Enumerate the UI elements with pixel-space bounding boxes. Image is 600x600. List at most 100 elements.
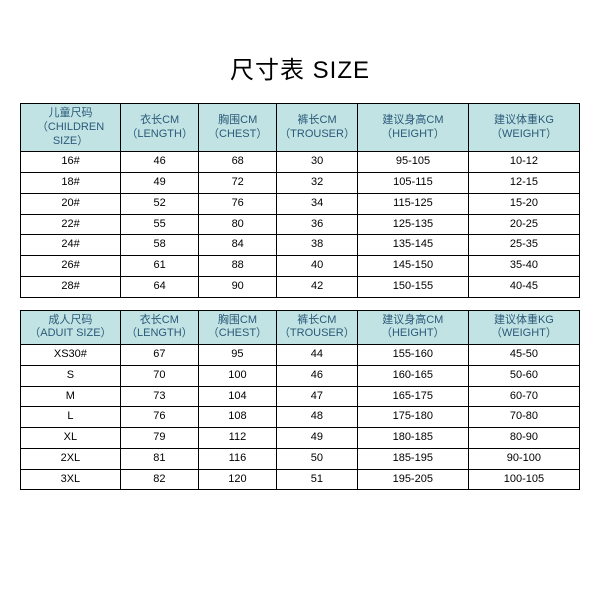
- table-cell: 72: [199, 173, 277, 194]
- table-cell: 80: [199, 214, 277, 235]
- col-header: 裤长CM（TROUSER）: [277, 104, 358, 152]
- table-cell: 145-150: [357, 256, 468, 277]
- table-cell: M: [21, 386, 121, 407]
- table-cell: 49: [276, 428, 357, 449]
- table-cell: 70: [120, 365, 198, 386]
- col-header: 衣长CM（LENGTH）: [120, 310, 198, 345]
- table-cell: 2XL: [21, 448, 121, 469]
- table-cell: XL: [21, 428, 121, 449]
- table-cell: 80-90: [468, 428, 579, 449]
- col-header: 建议身高CM（HEIGHT）: [357, 104, 468, 152]
- table-row: 2XL8111650185-19590-100: [21, 448, 580, 469]
- table-cell: 180-185: [357, 428, 468, 449]
- table-cell: 95-105: [357, 152, 468, 173]
- table-cell: 32: [277, 173, 358, 194]
- col-header: 裤长CM（TROUSER）: [276, 310, 357, 345]
- table-row: S7010046160-16550-60: [21, 365, 580, 386]
- table-cell: 16#: [21, 152, 121, 173]
- table-cell: S: [21, 365, 121, 386]
- table-cell: 35-40: [468, 256, 579, 277]
- table-cell: 76: [199, 193, 277, 214]
- table-row: XL7911249180-18580-90: [21, 428, 580, 449]
- table-row: 18#497232105-11512-15: [21, 173, 580, 194]
- table-row: 16#46683095-10510-12: [21, 152, 580, 173]
- table-row: L7610848175-18070-80: [21, 407, 580, 428]
- table-row: 20#527634115-12515-20: [21, 193, 580, 214]
- table-cell: 112: [198, 428, 276, 449]
- table-cell: 15-20: [468, 193, 579, 214]
- size-chart-container: 尺寸表 SIZE 儿童尺码（CHILDREN SIZE） 衣长CM（LENGTH…: [20, 50, 580, 490]
- table-cell: 108: [198, 407, 276, 428]
- table-cell: 90: [199, 276, 277, 297]
- table-cell: XS30#: [21, 345, 121, 366]
- table-cell: 160-165: [357, 365, 468, 386]
- col-header: 建议身高CM（HEIGHT）: [357, 310, 468, 345]
- table-cell: 3XL: [21, 469, 121, 490]
- table-cell: 60-70: [468, 386, 579, 407]
- table-cell: 155-160: [357, 345, 468, 366]
- col-header: 胸围CM（CHEST）: [199, 104, 277, 152]
- table-cell: 104: [198, 386, 276, 407]
- table-cell: 84: [199, 235, 277, 256]
- table-cell: 116: [198, 448, 276, 469]
- col-header: 成人尺码（ADUIT SIZE）: [21, 310, 121, 345]
- table-cell: 67: [120, 345, 198, 366]
- table-cell: 79: [120, 428, 198, 449]
- table-cell: 185-195: [357, 448, 468, 469]
- table-cell: 40: [277, 256, 358, 277]
- table-cell: 25-35: [468, 235, 579, 256]
- table-cell: 64: [121, 276, 199, 297]
- table-cell: 61: [121, 256, 199, 277]
- table-cell: 51: [276, 469, 357, 490]
- table-cell: 50: [276, 448, 357, 469]
- col-header: 建议体重KG（WEIGHT）: [468, 310, 579, 345]
- table-gap: [20, 298, 580, 310]
- page-title: 尺寸表 SIZE: [20, 50, 580, 85]
- table-cell: 125-135: [357, 214, 468, 235]
- table-cell: 175-180: [357, 407, 468, 428]
- table-cell: 70-80: [468, 407, 579, 428]
- table-row: 24#588438135-14525-35: [21, 235, 580, 256]
- col-header: 胸围CM（CHEST）: [198, 310, 276, 345]
- table-cell: 52: [121, 193, 199, 214]
- table-cell: 68: [199, 152, 277, 173]
- adult-size-table: 成人尺码（ADUIT SIZE） 衣长CM（LENGTH） 胸围CM（CHEST…: [20, 310, 580, 491]
- col-header: 建议体重KG（WEIGHT）: [468, 104, 579, 152]
- col-header: 衣长CM（LENGTH）: [121, 104, 199, 152]
- table-cell: 82: [120, 469, 198, 490]
- table-cell: 20#: [21, 193, 121, 214]
- table-cell: 36: [277, 214, 358, 235]
- table-cell: 24#: [21, 235, 121, 256]
- table-cell: L: [21, 407, 121, 428]
- table-cell: 120: [198, 469, 276, 490]
- table-cell: 42: [277, 276, 358, 297]
- table-cell: 10-12: [468, 152, 579, 173]
- table-cell: 100: [198, 365, 276, 386]
- table-cell: 34: [277, 193, 358, 214]
- table-row: XS30#679544155-16045-50: [21, 345, 580, 366]
- table-row: 3XL8212051195-205100-105: [21, 469, 580, 490]
- table-cell: 150-155: [357, 276, 468, 297]
- col-header: 儿童尺码（CHILDREN SIZE）: [21, 104, 121, 152]
- table-cell: 58: [121, 235, 199, 256]
- children-header-row: 儿童尺码（CHILDREN SIZE） 衣长CM（LENGTH） 胸围CM（CH…: [21, 104, 580, 152]
- table-cell: 76: [120, 407, 198, 428]
- table-cell: 28#: [21, 276, 121, 297]
- table-cell: 50-60: [468, 365, 579, 386]
- table-cell: 100-105: [468, 469, 579, 490]
- table-cell: 81: [120, 448, 198, 469]
- adult-header-row: 成人尺码（ADUIT SIZE） 衣长CM（LENGTH） 胸围CM（CHEST…: [21, 310, 580, 345]
- table-cell: 195-205: [357, 469, 468, 490]
- table-cell: 90-100: [468, 448, 579, 469]
- table-cell: 135-145: [357, 235, 468, 256]
- table-cell: 55: [121, 214, 199, 235]
- table-cell: 30: [277, 152, 358, 173]
- table-cell: 26#: [21, 256, 121, 277]
- table-cell: 22#: [21, 214, 121, 235]
- table-cell: 44: [276, 345, 357, 366]
- table-cell: 115-125: [357, 193, 468, 214]
- table-cell: 49: [121, 173, 199, 194]
- table-cell: 46: [121, 152, 199, 173]
- children-size-table: 儿童尺码（CHILDREN SIZE） 衣长CM（LENGTH） 胸围CM（CH…: [20, 103, 580, 298]
- table-cell: 20-25: [468, 214, 579, 235]
